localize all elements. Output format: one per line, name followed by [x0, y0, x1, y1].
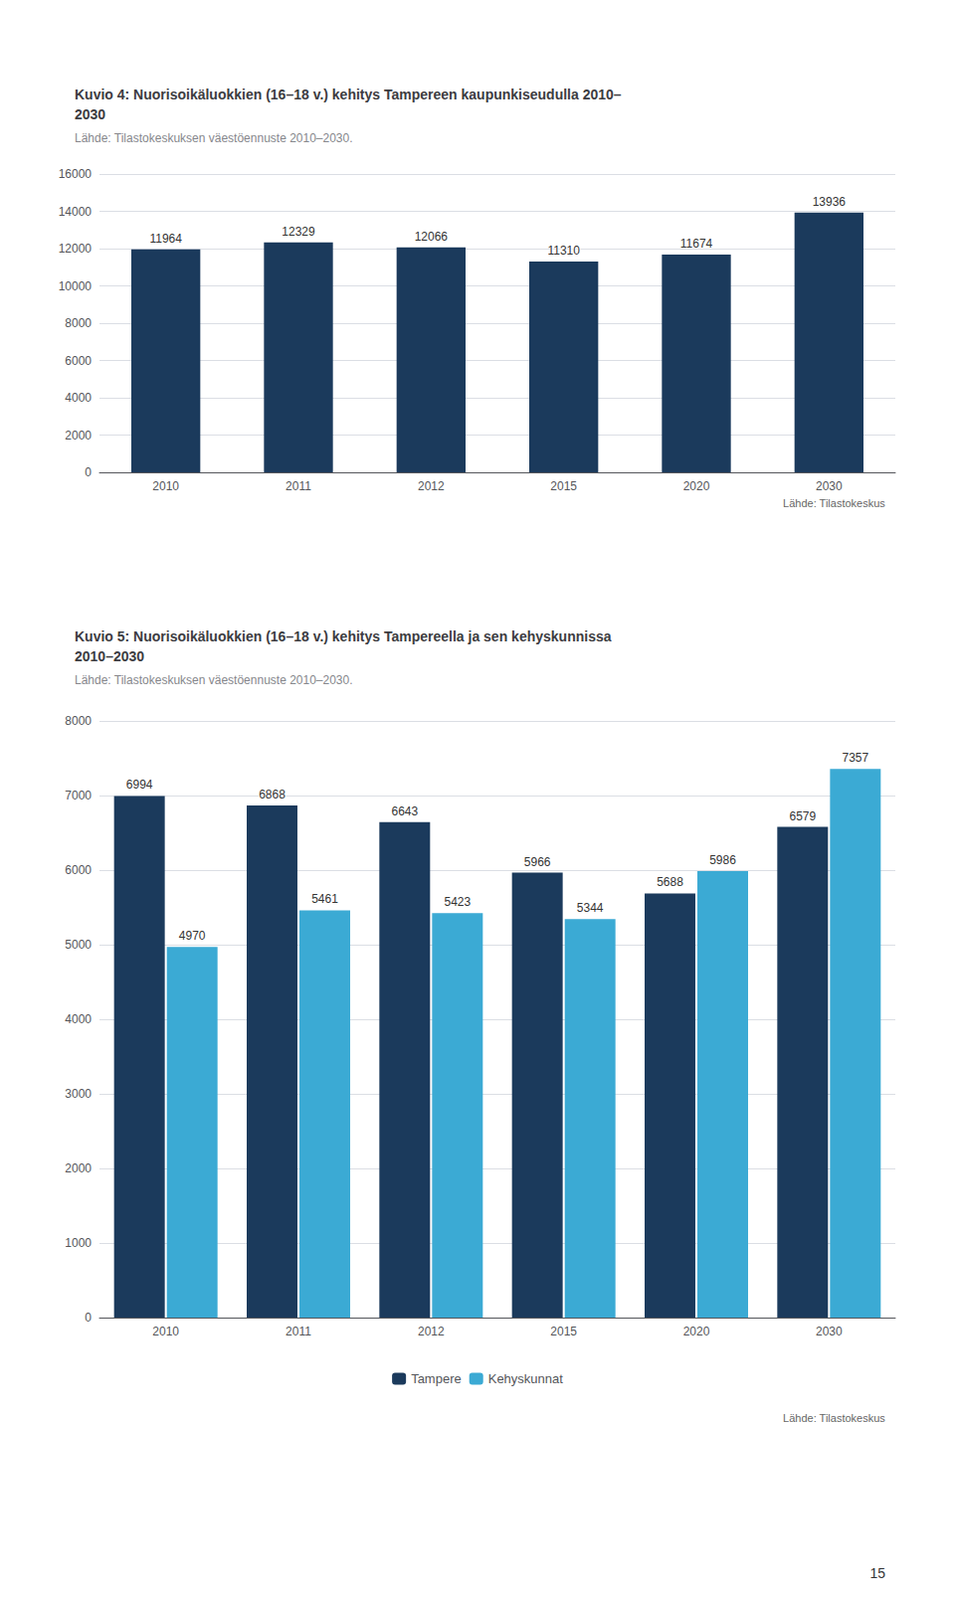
svg-text:6579: 6579	[788, 809, 816, 824]
svg-text:2015: 2015	[550, 1325, 577, 1339]
svg-text:6994: 6994	[126, 777, 154, 792]
svg-text:6000: 6000	[64, 354, 92, 369]
svg-text:11310: 11310	[547, 243, 580, 258]
svg-text:2012: 2012	[417, 479, 445, 494]
svg-text:Kuvio 4: Nuorisoikäluokkien (1: Kuvio 4: Nuorisoikäluokkien (16–18 v.) k…	[74, 86, 622, 103]
svg-text:7000: 7000	[64, 788, 92, 803]
svg-text:2015: 2015	[550, 479, 577, 494]
svg-text:2030: 2030	[815, 1325, 843, 1339]
svg-text:2030: 2030	[74, 106, 106, 123]
svg-text:8000: 8000	[64, 316, 92, 331]
svg-text:5344: 5344	[576, 901, 604, 916]
svg-text:4000: 4000	[64, 390, 92, 405]
svg-text:15: 15	[869, 1565, 886, 1582]
svg-text:16000: 16000	[58, 167, 93, 182]
svg-text:2000: 2000	[64, 1161, 92, 1176]
svg-text:8000: 8000	[64, 714, 92, 729]
svg-text:5461: 5461	[311, 892, 339, 907]
svg-text:2012: 2012	[417, 1325, 445, 1339]
svg-text:12329: 12329	[281, 224, 316, 239]
svg-text:12000: 12000	[58, 241, 93, 256]
svg-text:12066: 12066	[414, 229, 449, 244]
svg-text:14000: 14000	[58, 204, 93, 219]
svg-text:Lähde: Tilastokeskus: Lähde: Tilastokeskus	[782, 1412, 886, 1425]
svg-text:13936: 13936	[812, 194, 847, 209]
svg-text:2010: 2010	[152, 479, 180, 494]
svg-text:2010–2030: 2010–2030	[74, 648, 145, 665]
svg-text:5986: 5986	[709, 853, 737, 868]
svg-text:2020: 2020	[683, 479, 711, 494]
svg-text:11674: 11674	[680, 236, 714, 251]
svg-text:5423: 5423	[443, 895, 471, 910]
svg-text:Lähde: Tilastokeskus: Lähde: Tilastokeskus	[782, 497, 886, 510]
svg-text:2010: 2010	[152, 1325, 180, 1339]
svg-text:6643: 6643	[390, 804, 418, 819]
svg-text:2011: 2011	[285, 479, 312, 494]
svg-text:7357: 7357	[841, 751, 869, 765]
svg-text:0: 0	[84, 1311, 92, 1326]
svg-text:2020: 2020	[683, 1325, 711, 1339]
svg-text:Lähde: Tilastokeskuksen väestö: Lähde: Tilastokeskuksen väestöennuste 20…	[74, 131, 354, 146]
svg-text:2011: 2011	[285, 1325, 312, 1339]
svg-text:Kuvio 5: Nuorisoikäluokkien (1: Kuvio 5: Nuorisoikäluokkien (16–18 v.) k…	[74, 628, 612, 645]
svg-text:4000: 4000	[64, 1012, 92, 1027]
svg-text:0: 0	[84, 465, 92, 480]
svg-text:5000: 5000	[64, 938, 92, 953]
svg-text:6000: 6000	[64, 863, 92, 878]
svg-text:2030: 2030	[815, 479, 843, 494]
svg-text:Tampere: Tampere	[410, 1371, 462, 1387]
svg-text:11964: 11964	[149, 231, 183, 246]
svg-text:5688: 5688	[656, 875, 684, 890]
svg-text:1000: 1000	[64, 1236, 92, 1251]
svg-text:4970: 4970	[179, 929, 206, 944]
svg-text:Lähde: Tilastokeskuksen väestö: Lähde: Tilastokeskuksen väestöennuste 20…	[74, 673, 354, 688]
svg-text:10000: 10000	[58, 279, 93, 294]
svg-text:6868: 6868	[258, 787, 286, 802]
svg-text:2000: 2000	[64, 428, 92, 443]
svg-text:3000: 3000	[64, 1087, 92, 1102]
svg-text:5966: 5966	[524, 855, 552, 870]
svg-text:Kehyskunnat: Kehyskunnat	[488, 1371, 565, 1387]
